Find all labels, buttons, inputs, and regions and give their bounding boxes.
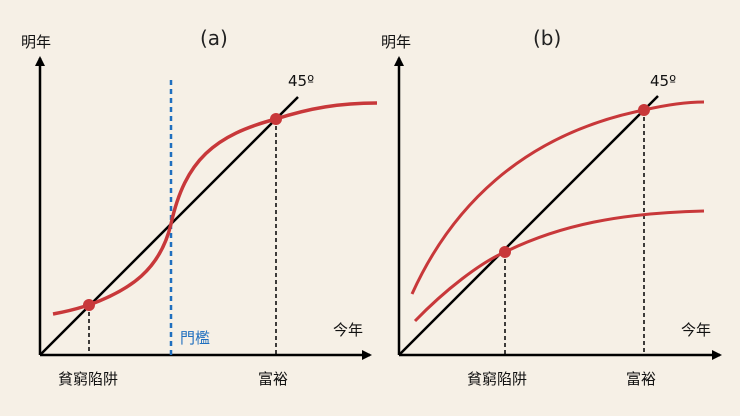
panel-title-b: (b) bbox=[533, 26, 562, 50]
poverty-dot-b bbox=[499, 246, 511, 258]
poverty-label-a: 貧窮陷阱 bbox=[58, 370, 119, 388]
poverty-dot-a bbox=[83, 299, 95, 311]
upper-curve bbox=[410, 100, 705, 295]
rich-dot-a bbox=[270, 113, 282, 125]
y-axis-label-b: 明年 bbox=[381, 33, 412, 51]
threshold-label: 門檻 bbox=[180, 329, 211, 347]
rich-dot-b bbox=[638, 104, 650, 116]
poverty-label-b: 貧窮陷阱 bbox=[467, 370, 528, 388]
line-label-a: 45º bbox=[288, 72, 315, 90]
panel-b bbox=[394, 56, 722, 360]
panel-a bbox=[35, 56, 378, 360]
x-axis-label-a: 今年 bbox=[333, 321, 364, 339]
line-45-b bbox=[398, 95, 659, 356]
x-axis-label-b: 今年 bbox=[681, 321, 712, 339]
panel-title-a: (a) bbox=[200, 26, 228, 50]
s-curve bbox=[52, 101, 378, 316]
rich-label-b: 富裕 bbox=[626, 370, 657, 388]
line-label-b: 45º bbox=[650, 72, 677, 90]
rich-label-a: 富裕 bbox=[258, 370, 289, 388]
lower-curve bbox=[413, 209, 705, 323]
y-axis-label-a: 明年 bbox=[21, 33, 52, 51]
